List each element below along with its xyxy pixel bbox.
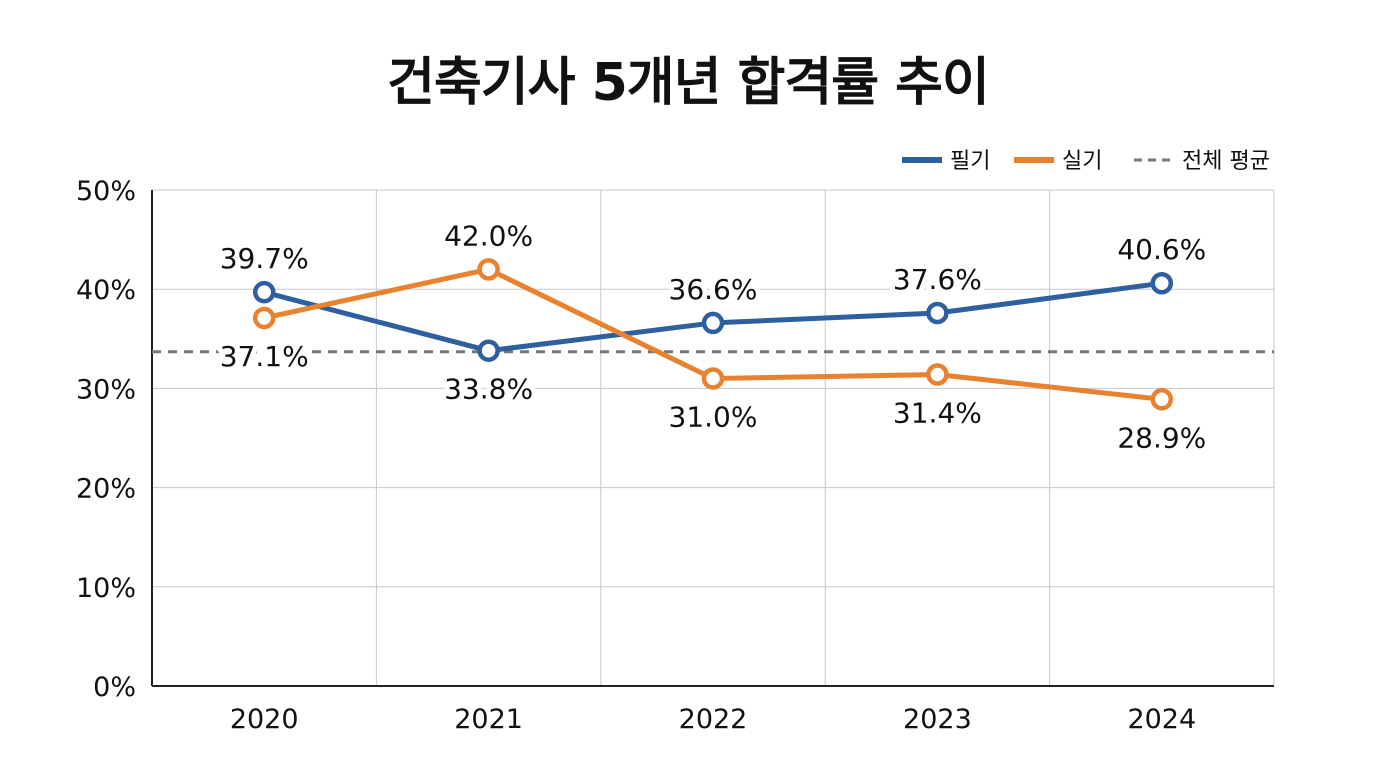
series-layer xyxy=(252,258,1174,411)
legend: 필기 실기 전체 평균 xyxy=(902,149,1270,174)
chart-title: 건축기사 5개년 합격률 추이 xyxy=(387,53,990,113)
data-point-written xyxy=(252,280,276,304)
data-point-practical xyxy=(926,363,949,386)
data-label: 37.1% xyxy=(220,340,309,373)
data-label: 37.6% xyxy=(893,263,982,296)
axis-layer: 0% 10% 20% 30% 40% 50% 2020 2021 2022 2023 2024 xyxy=(76,176,1274,735)
y-tick-label: 30% xyxy=(76,374,136,405)
data-label: 33.8% xyxy=(444,373,533,406)
y-tick-label: 10% xyxy=(76,573,136,604)
grid-layer xyxy=(152,189,1275,686)
data-point-written xyxy=(926,301,949,325)
data-label: 36.6% xyxy=(669,273,758,306)
data-point-practical xyxy=(477,258,500,281)
y-tick-label: 0% xyxy=(93,672,136,703)
data-label: 40.6% xyxy=(1117,233,1206,266)
y-tick-label: 40% xyxy=(76,275,136,306)
x-tick-label: 2024 xyxy=(1127,704,1196,735)
data-point-practical xyxy=(701,367,725,390)
data-label: 42.0% xyxy=(444,219,533,252)
legend-label: 전체 평균 xyxy=(1182,149,1270,174)
x-tick-label: 2023 xyxy=(903,704,972,735)
data-point-practical xyxy=(1150,388,1174,411)
data-point-written xyxy=(701,311,725,335)
x-tick-label: 2020 xyxy=(230,704,299,735)
data-point-written xyxy=(1150,271,1174,295)
data-label-layer: 39.7% 33.8% 36.6% 37.6% 40.6% 37.1% 42.0% 31.0%… xyxy=(215,214,1212,459)
x-tick-label: 2021 xyxy=(454,704,523,735)
data-label: 31.4% xyxy=(893,397,982,430)
data-point-written xyxy=(477,339,500,362)
legend-label: 필기 xyxy=(950,149,990,174)
legend-label: 실기 xyxy=(1062,149,1102,174)
x-tick-label: 2022 xyxy=(679,704,748,735)
y-tick-label: 50% xyxy=(76,176,136,207)
data-label: 31.0% xyxy=(669,400,758,433)
data-label: 39.7% xyxy=(220,242,309,275)
y-tick-label: 20% xyxy=(76,474,136,505)
data-point-practical xyxy=(252,306,276,330)
data-label: 28.9% xyxy=(1117,421,1206,454)
